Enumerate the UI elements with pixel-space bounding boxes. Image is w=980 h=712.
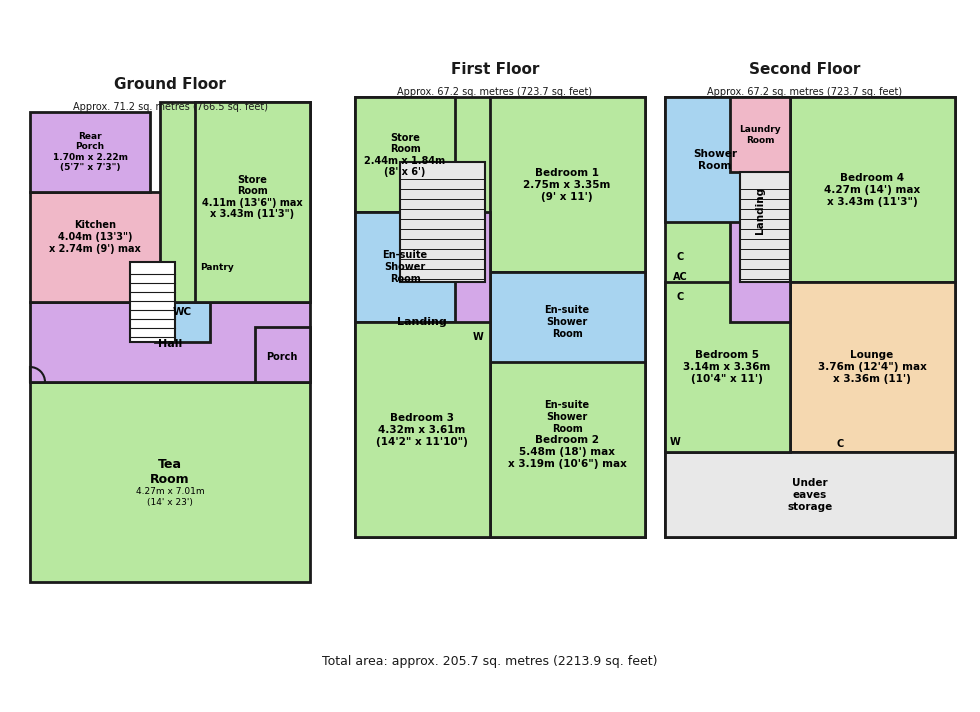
Bar <box>740 172 790 282</box>
Bar <box>195 232 240 302</box>
Text: Lounge
3.76m (12'4") max
x 3.36m (11'): Lounge 3.76m (12'4") max x 3.36m (11') <box>817 350 926 384</box>
Text: Total area: approx. 205.7 sq. metres (2213.9 sq. feet): Total area: approx. 205.7 sq. metres (22… <box>322 656 658 669</box>
Text: WC: WC <box>172 307 191 317</box>
Text: Bedroom 1
2.75m x 3.35m
(9' x 11'): Bedroom 1 2.75m x 3.35m (9' x 11') <box>523 169 611 201</box>
Text: Landing: Landing <box>755 187 765 234</box>
Bar <box>195 102 310 302</box>
Bar <box>790 282 955 452</box>
Bar <box>790 97 955 282</box>
Text: Store
Room
4.11m (13'6") max
x 3.43m (11'3"): Store Room 4.11m (13'6") max x 3.43m (11… <box>202 174 302 219</box>
Text: Pantry: Pantry <box>200 263 234 271</box>
Text: Second Floor: Second Floor <box>750 62 860 77</box>
Text: Shower
Room: Shower Room <box>693 150 737 171</box>
Text: C: C <box>676 292 684 302</box>
Text: Hall: Hall <box>158 339 182 349</box>
Text: Kitchen
4.04m (13'3")
x 2.74m (9') max: Kitchen 4.04m (13'3") x 2.74m (9') max <box>49 221 141 253</box>
Bar <box>130 262 175 342</box>
Bar <box>490 462 645 537</box>
Bar <box>730 97 790 172</box>
Text: En-suite
Shower
Room: En-suite Shower Room <box>545 400 590 434</box>
Bar <box>400 162 485 282</box>
Text: Tea
Room: Tea Room <box>150 458 190 486</box>
Text: Laundry
Room: Laundry Room <box>739 125 781 145</box>
Text: Ground Floor: Ground Floor <box>114 77 226 92</box>
Bar <box>665 452 955 537</box>
Text: Approx. 67.2 sq. metres (723.7 sq. feet): Approx. 67.2 sq. metres (723.7 sq. feet) <box>398 87 593 97</box>
Bar <box>355 212 455 322</box>
Text: C: C <box>676 252 684 262</box>
Bar <box>665 282 790 452</box>
Bar <box>665 97 765 222</box>
Text: Bedroom 5
3.14m x 3.36m
(10'4" x 11'): Bedroom 5 3.14m x 3.36m (10'4" x 11') <box>683 350 770 384</box>
Text: 4.27m x 7.01m
(14' x 23'): 4.27m x 7.01m (14' x 23') <box>135 487 204 507</box>
Bar <box>30 192 195 302</box>
Bar <box>255 327 310 382</box>
Bar <box>490 362 645 537</box>
Bar <box>355 322 490 537</box>
Bar <box>30 112 150 192</box>
Text: Bedroom 2
5.48m (18') max
x 3.19m (10'6") max: Bedroom 2 5.48m (18') max x 3.19m (10'6"… <box>508 436 626 468</box>
Text: Bedroom 3
4.32m x 3.61m
(14'2" x 11'10"): Bedroom 3 4.32m x 3.61m (14'2" x 11'10") <box>376 414 467 446</box>
Text: Bedroom 4
4.27m (14') max
x 3.43m (11'3"): Bedroom 4 4.27m (14') max x 3.43m (11'3"… <box>824 174 920 206</box>
Text: En-suite
Shower
Room: En-suite Shower Room <box>545 305 590 339</box>
Bar <box>355 97 645 537</box>
Bar <box>355 212 490 412</box>
Text: Porch: Porch <box>267 352 298 362</box>
Bar <box>730 97 790 322</box>
Text: W: W <box>669 437 680 447</box>
Text: C: C <box>836 439 844 449</box>
Text: AC: AC <box>672 272 687 282</box>
Bar <box>490 372 645 462</box>
Bar <box>160 102 310 302</box>
Text: Landing: Landing <box>397 317 447 327</box>
Bar <box>30 382 310 582</box>
Text: W: W <box>472 332 483 342</box>
Bar <box>490 272 645 372</box>
Bar <box>490 97 645 272</box>
Text: Rear
Porch
1.70m x 2.22m
(5'7" x 7'3"): Rear Porch 1.70m x 2.22m (5'7" x 7'3") <box>53 132 127 172</box>
Text: First Floor: First Floor <box>451 62 539 77</box>
Text: Approx. 67.2 sq. metres (723.7 sq. feet): Approx. 67.2 sq. metres (723.7 sq. feet) <box>708 87 903 97</box>
Bar <box>155 282 210 342</box>
Bar <box>30 302 310 382</box>
Text: Under
eaves
storage: Under eaves storage <box>787 478 833 512</box>
Bar <box>665 97 955 537</box>
Text: Store
Room
2.44m x 1.84m
(8' x 6'): Store Room 2.44m x 1.84m (8' x 6') <box>365 132 446 177</box>
Text: En-suite
Shower
Room: En-suite Shower Room <box>382 251 427 283</box>
Text: Approx. 71.2 sq. metres (766.5 sq. feet): Approx. 71.2 sq. metres (766.5 sq. feet) <box>73 102 268 112</box>
Bar <box>355 97 455 212</box>
